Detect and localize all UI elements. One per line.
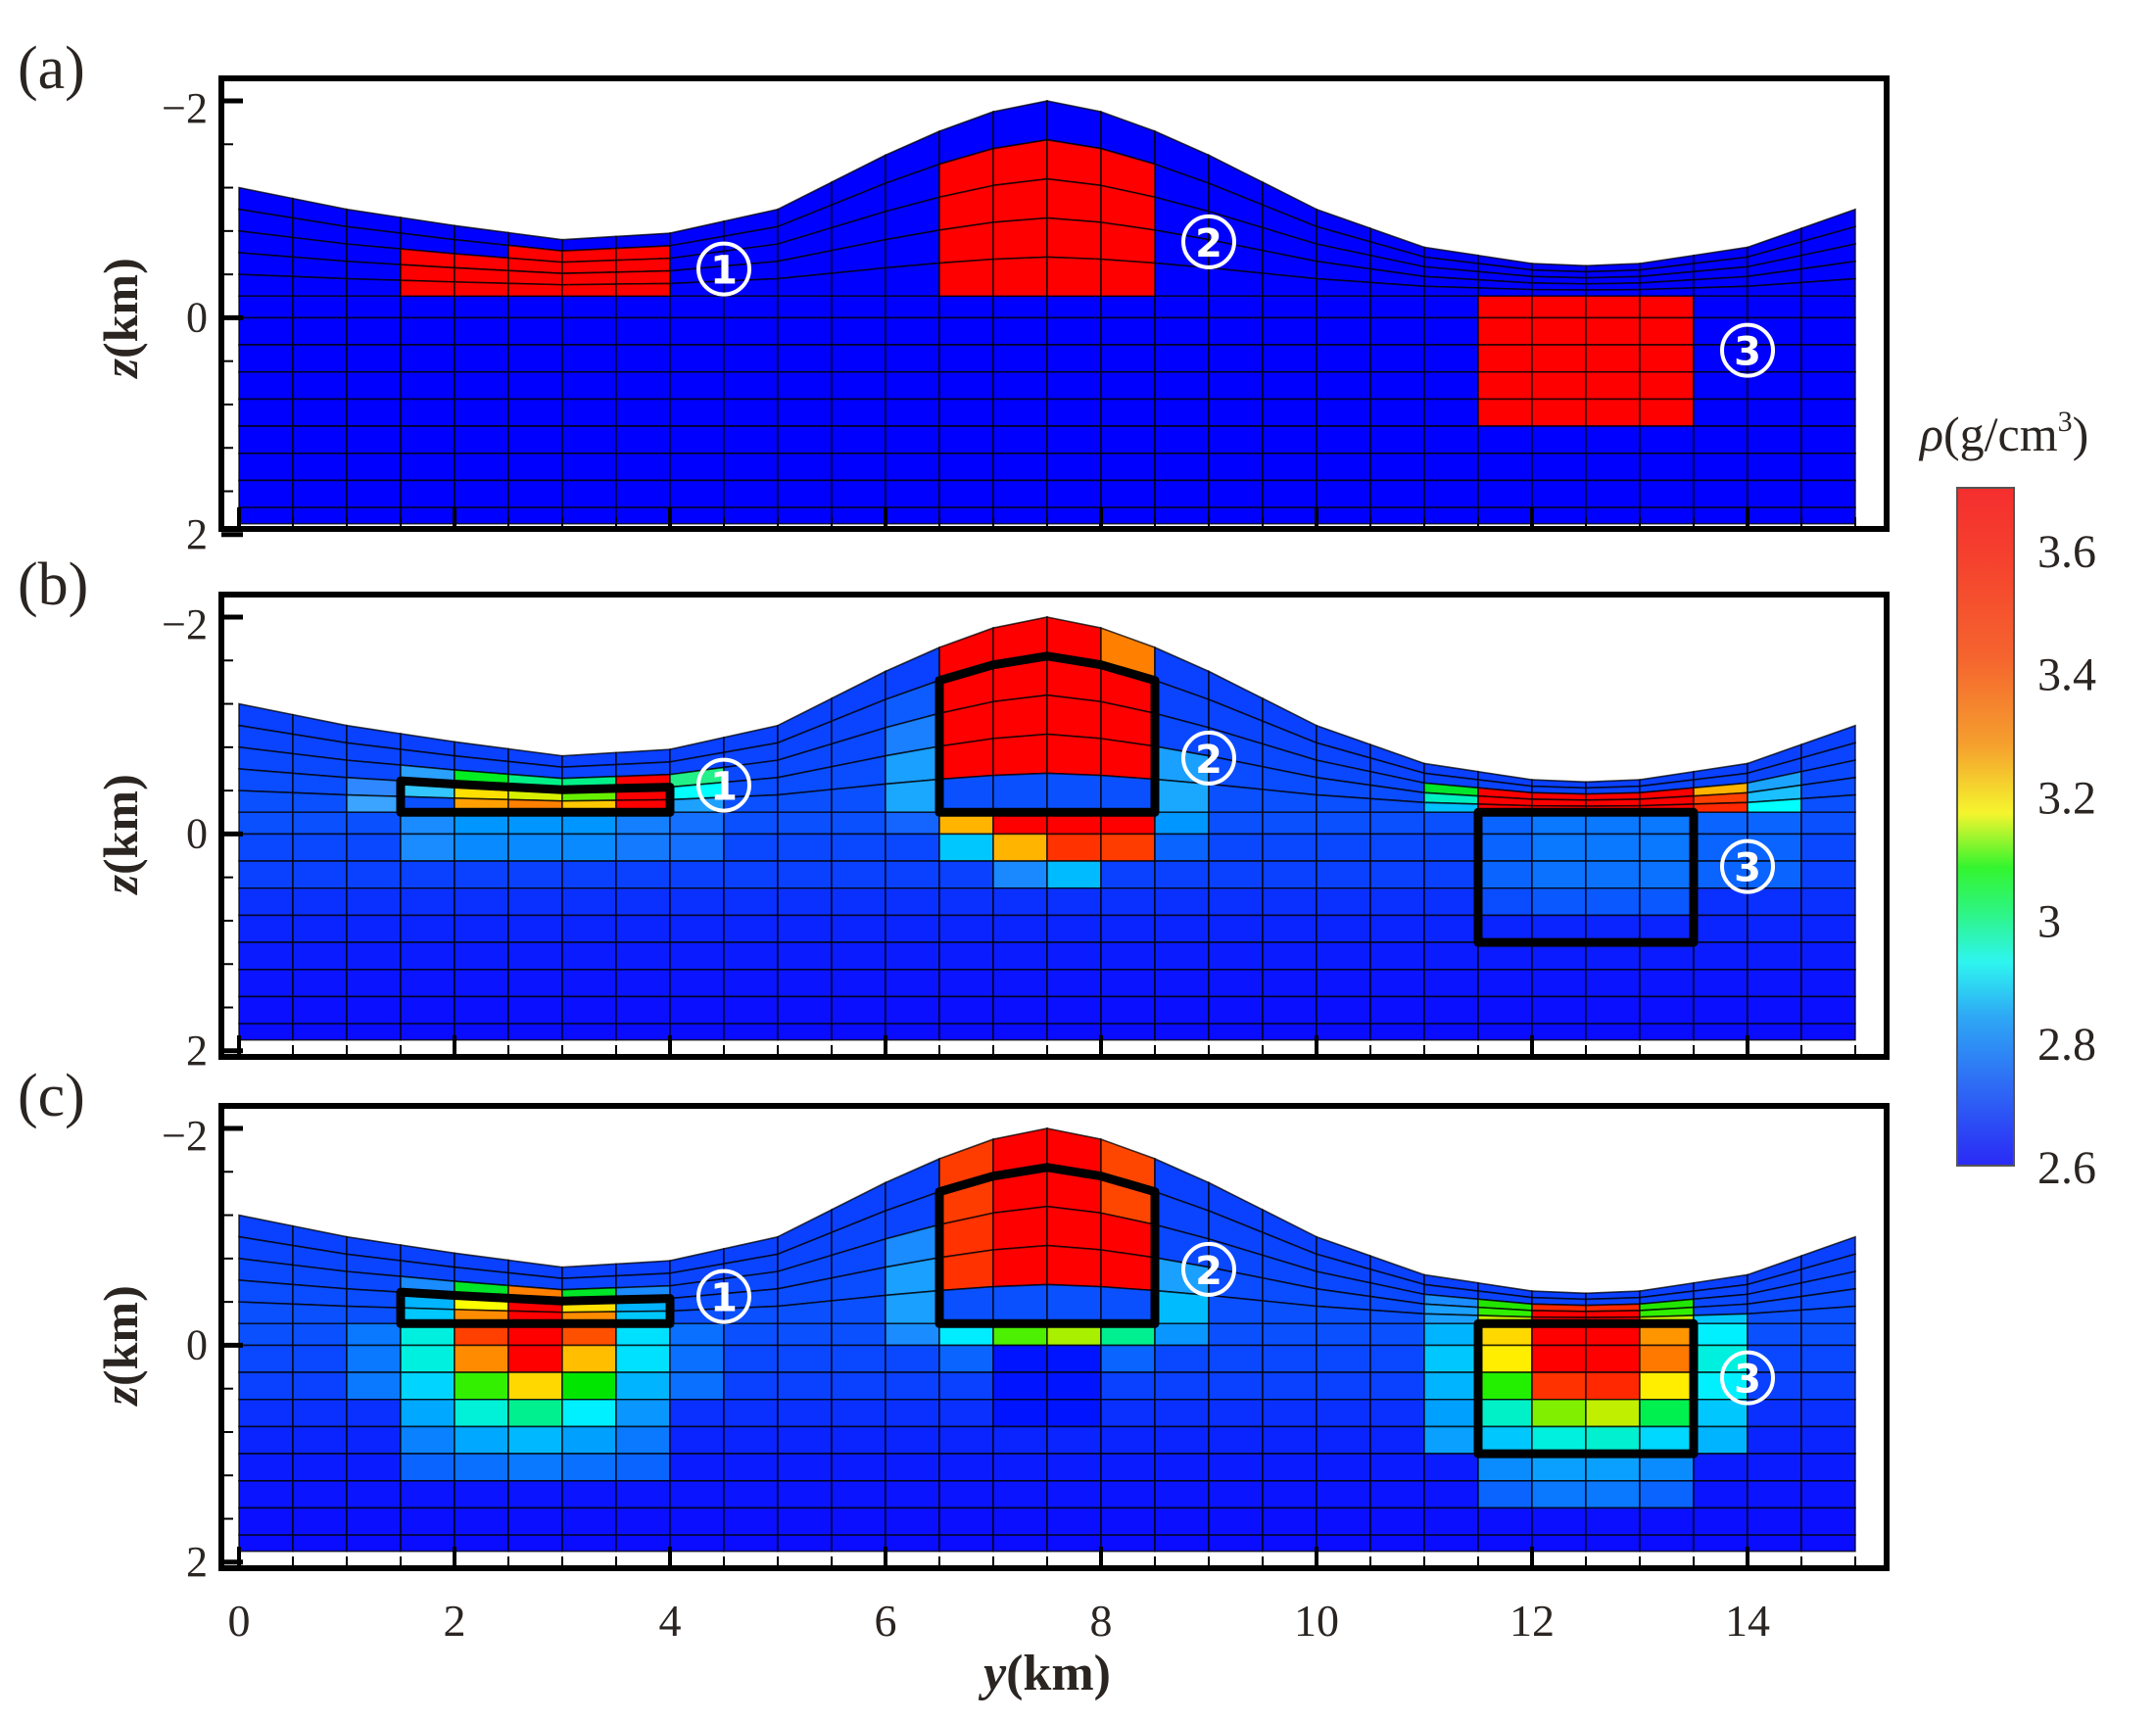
- plot-frame: [218, 1103, 1890, 1571]
- body-marker-3: [1720, 322, 1775, 378]
- true-body-outline: [1473, 1318, 1699, 1459]
- body-marker-3: [1720, 838, 1775, 894]
- colorbar-tick-label: 3.4: [2037, 649, 2096, 701]
- x-tick-label: 0: [228, 1596, 251, 1646]
- svg-text:2: 2: [1195, 1249, 1222, 1294]
- y-tick-label: 0: [186, 1320, 208, 1368]
- panel-b: −2 0 2 z(km) (b) 1 2 3: [18, 551, 1890, 1075]
- x-tick-label: 12: [1509, 1596, 1555, 1646]
- colorbar-gradient: [1956, 487, 2015, 1167]
- colorbar: ρ(g/cm3) 3.6 3.4 3.2 3 2.8 2.6: [1918, 406, 2096, 1194]
- svg-text:3: 3: [1734, 846, 1761, 891]
- true-body-outline: [934, 1163, 1160, 1328]
- body-marker-2: [1181, 730, 1236, 786]
- plot-frame: [218, 592, 1890, 1060]
- svg-text:3: 3: [1734, 330, 1761, 375]
- plot-frame: [218, 75, 1890, 532]
- y-axis-label: z(km): [93, 774, 148, 895]
- body-marker-2: [1181, 214, 1236, 269]
- y-tick-label: 0: [186, 293, 208, 341]
- y-tick-label: −2: [162, 1112, 208, 1160]
- svg-text:3: 3: [1734, 1358, 1761, 1403]
- colorbar-tick-label: 3.2: [2037, 773, 2096, 825]
- svg-text:1: 1: [710, 765, 738, 810]
- colorbar-tick-label: 2.8: [2037, 1019, 2096, 1071]
- svg-text:1: 1: [710, 249, 738, 294]
- x-tick-label: 10: [1294, 1596, 1339, 1646]
- panel-label: (a): [18, 35, 85, 102]
- y-tick-label: 0: [186, 809, 208, 857]
- x-tick-label: 4: [659, 1596, 682, 1646]
- svg-text:1: 1: [710, 1276, 738, 1321]
- y-tick-label: 2: [186, 510, 208, 558]
- colorbar-tick-label: 3.6: [2037, 526, 2096, 578]
- panel-c: −2 0 2 z(km) (c) 1 2 3: [18, 1063, 1890, 1586]
- body-marker-1: [696, 757, 751, 813]
- true-body-outline: [1473, 807, 1699, 947]
- x-axis-tick-labels: 0 2 4 6 8 10 12 14: [228, 1596, 1771, 1646]
- x-tick-label: 2: [444, 1596, 466, 1646]
- svg-text:2: 2: [1195, 738, 1222, 783]
- x-tick-label: 6: [875, 1596, 897, 1646]
- y-tick-label: 2: [186, 1027, 208, 1075]
- svg-text:2: 2: [1195, 221, 1222, 266]
- true-body-outline: [396, 776, 675, 817]
- x-tick-label: 14: [1725, 1596, 1770, 1646]
- body-marker-1: [696, 1268, 751, 1324]
- colorbar-tick-label: 3: [2037, 895, 2061, 947]
- true-body-outline: [934, 651, 1160, 817]
- panel-label: (b): [18, 551, 88, 618]
- y-tick-label: 2: [186, 1538, 208, 1586]
- panel-label: (c): [18, 1063, 85, 1129]
- body-marker-1: [696, 241, 751, 297]
- colorbar-title: ρ(g/cm3): [1918, 406, 2088, 461]
- body-marker-3: [1720, 1350, 1775, 1406]
- y-axis-label: z(km): [93, 258, 148, 379]
- y-axis-label: z(km): [93, 1285, 148, 1407]
- panel-a: −2 0 2 z(km) (a) 1 2 3: [18, 35, 1890, 558]
- y-tick-label: −2: [162, 84, 208, 132]
- x-tick-label: 8: [1090, 1596, 1113, 1646]
- body-marker-2: [1181, 1241, 1236, 1297]
- x-axis-label: y(km): [978, 1646, 1111, 1701]
- true-body-outline: [396, 1287, 675, 1328]
- y-tick-label: −2: [162, 600, 208, 648]
- colorbar-tick-label: 2.6: [2037, 1142, 2096, 1194]
